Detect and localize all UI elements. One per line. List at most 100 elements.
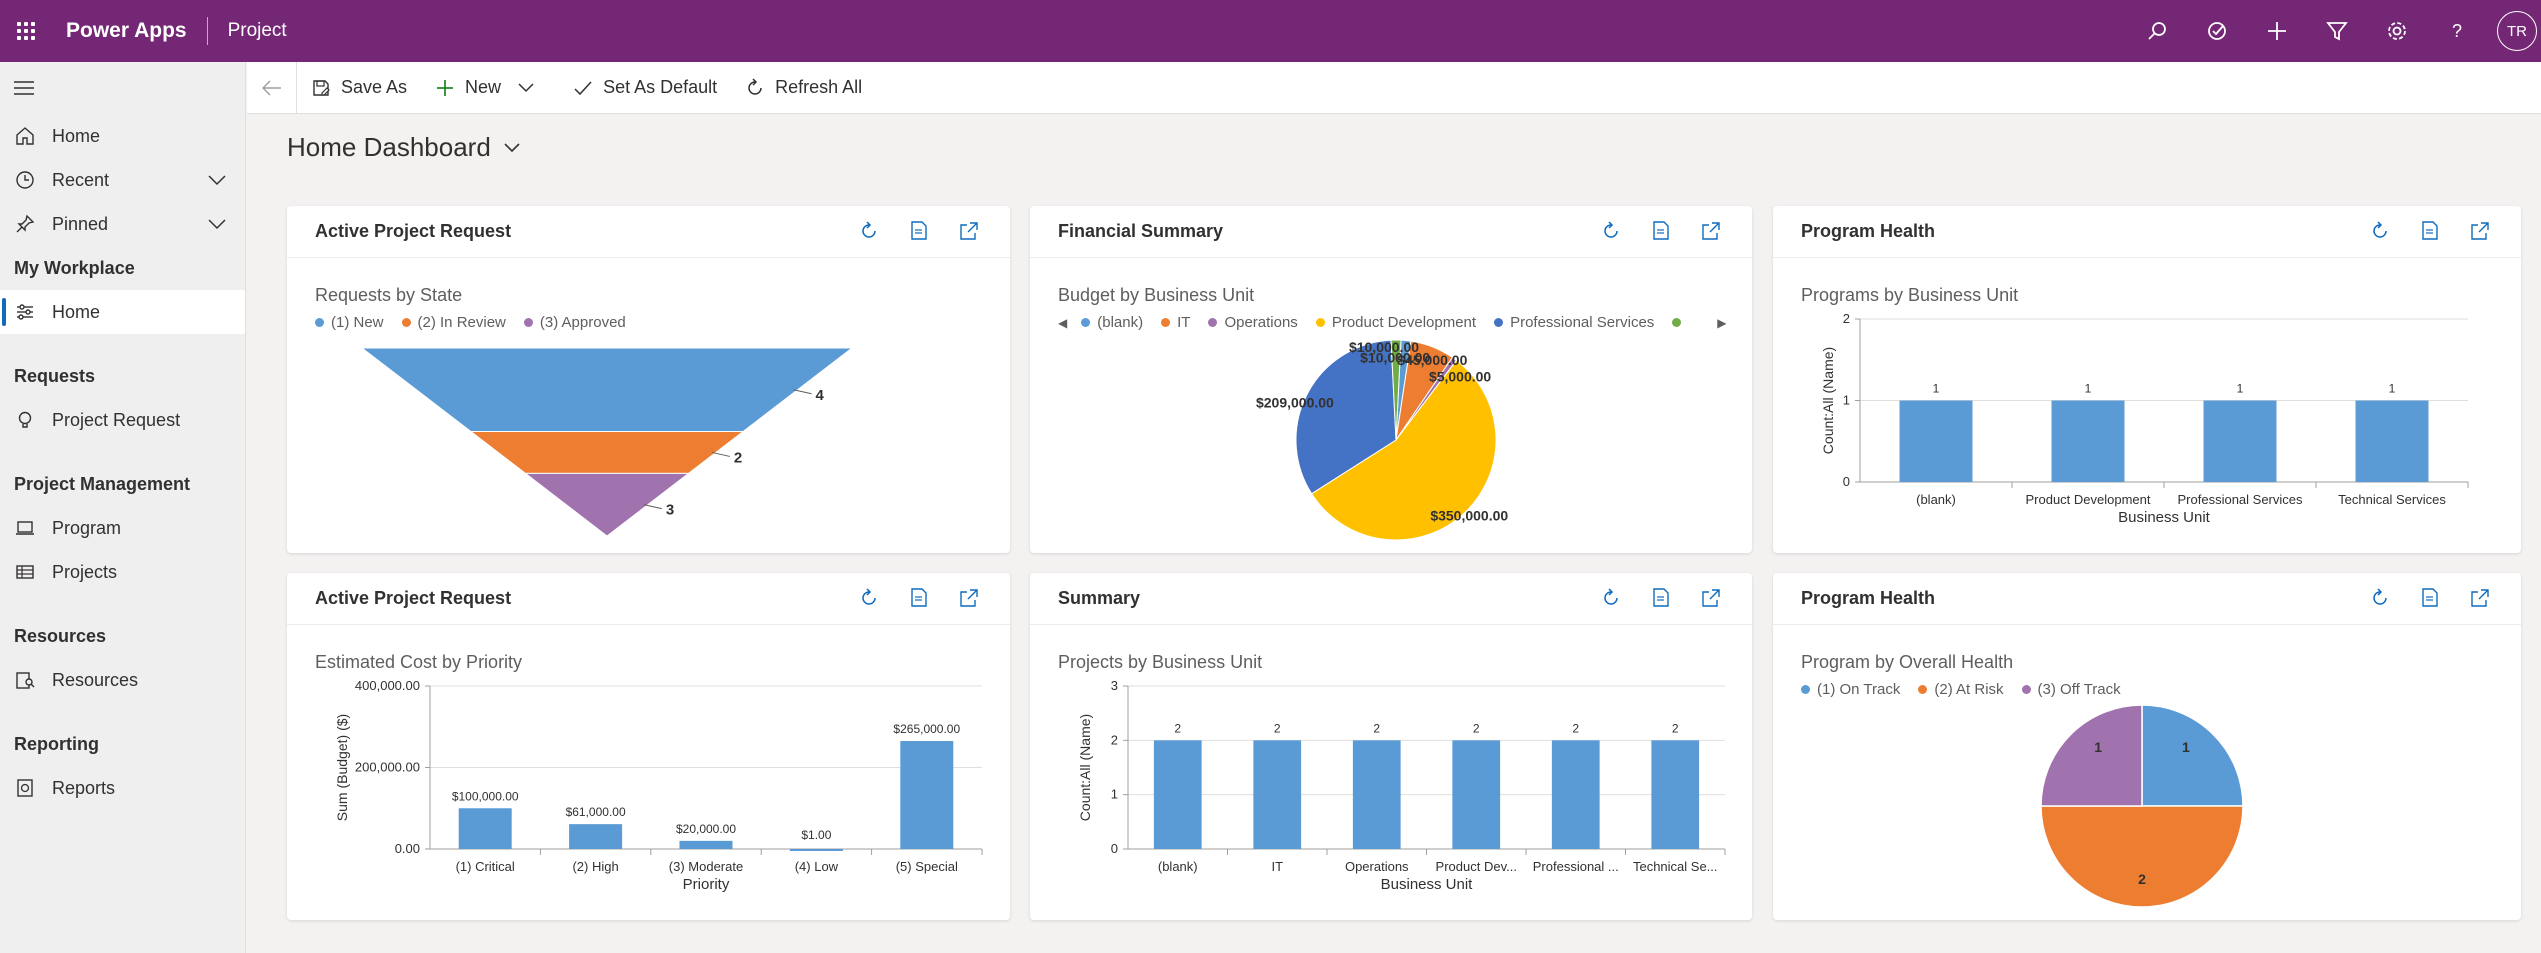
refresh-all-button[interactable]: Refresh All <box>731 62 876 114</box>
pie-slice <box>1390 339 1402 441</box>
hamburger-menu-icon[interactable] <box>0 62 245 114</box>
set-as-default-button[interactable]: Set As Default <box>559 62 731 114</box>
sidebar-item-label: Reports <box>52 777 116 798</box>
legend-item[interactable]: Professional Services <box>1494 314 1654 331</box>
legend-label: (1) New <box>331 314 384 331</box>
legend-label: IT <box>1177 314 1191 331</box>
legend-item[interactable]: (2) At Risk <box>1918 681 2004 698</box>
expand-chart-icon[interactable] <box>944 220 994 242</box>
x-axis-title: Business Unit <box>1381 876 1474 893</box>
view-records-icon[interactable] <box>1636 220 1686 242</box>
sidebar-item-project-request[interactable]: Project Request <box>0 398 245 442</box>
expand-chart-icon[interactable] <box>944 587 994 609</box>
sidebar-item-program[interactable]: Program <box>0 506 245 550</box>
settings-icon[interactable] <box>2367 0 2427 62</box>
bar <box>458 808 512 849</box>
legend-item[interactable]: (3) Off Track <box>2021 681 2121 698</box>
data-label: $10,000.00 <box>1349 339 1419 355</box>
filter-icon[interactable] <box>2307 0 2367 62</box>
chevron-down-icon[interactable] <box>207 214 227 239</box>
legend-label: (2) At Risk <box>1934 681 2004 698</box>
chevron-down-icon <box>504 142 520 152</box>
x-tick-label: Technical Services <box>2338 492 2446 507</box>
view-records-icon[interactable] <box>2405 220 2455 242</box>
view-records-icon[interactable] <box>894 220 944 242</box>
legend-prev-icon[interactable]: ◀ <box>1058 315 1068 330</box>
data-label: 3 <box>666 502 674 519</box>
sidebar-item-projects[interactable]: Projects <box>0 550 245 594</box>
legend-item[interactable]: (1) New <box>315 314 384 331</box>
pie-slice <box>2040 805 2244 908</box>
expand-chart-icon[interactable] <box>1686 587 1736 609</box>
refresh-icon[interactable] <box>1586 220 1636 242</box>
legend-swatch <box>315 318 324 327</box>
app-name[interactable]: Power Apps <box>66 19 187 42</box>
legend-item[interactable]: (1) On Track <box>1801 681 1900 698</box>
bar <box>1899 400 1973 482</box>
x-tick-label: (blank) <box>1916 492 1956 507</box>
target-icon[interactable] <box>2187 0 2247 62</box>
legend-item[interactable]: IT <box>1161 314 1190 331</box>
legend-swatch <box>1161 318 1171 327</box>
environment-name[interactable]: Project <box>227 20 287 41</box>
legend-item[interactable]: (2) In Review <box>401 314 506 331</box>
y-tick-label: 400,000.00 <box>355 678 420 693</box>
sidebar-item-home[interactable]: Home <box>0 114 245 158</box>
sidebar-item-recent[interactable]: Recent <box>0 158 245 202</box>
bar <box>1551 740 1600 849</box>
legend-item[interactable]: (3) Approved <box>523 314 626 331</box>
legend-next-icon[interactable]: ▶ <box>1717 315 1727 330</box>
sidebar-item-resources[interactable]: Resources <box>0 658 245 702</box>
save-as-button[interactable]: Save As <box>297 62 421 114</box>
data-label-leader <box>711 451 730 457</box>
data-label-leader <box>793 389 812 395</box>
chart-card-estimated-cost-by-priority: Active Project Request Estimated Cost by… <box>287 573 1010 920</box>
view-records-icon[interactable] <box>894 587 944 609</box>
view-records-icon[interactable] <box>2405 587 2455 609</box>
chart-card-program-by-overall-health: Program Health Program by Overall Health… <box>1773 573 2521 920</box>
app-launcher-icon[interactable] <box>0 0 52 62</box>
legend-item[interactable]: (blank) <box>1081 314 1143 331</box>
nav-group-requests: Requests <box>14 365 96 386</box>
user-avatar[interactable]: TR <box>2497 11 2537 51</box>
legend-item[interactable]: Operations <box>1208 314 1298 331</box>
card-title: Summary <box>1058 588 1141 608</box>
sidebar-item-reports[interactable]: Reports <box>0 766 245 810</box>
sidebar: Home Recent Pinned My Workplace Home Req… <box>0 62 246 953</box>
lightbulb-icon <box>14 409 36 431</box>
refresh-icon[interactable] <box>844 587 894 609</box>
legend-item[interactable]: Product Development <box>1315 314 1476 331</box>
chart-title: Program by Overall Health <box>1801 652 2014 672</box>
data-label: 1 <box>2085 382 2092 396</box>
search-icon[interactable] <box>2127 0 2187 62</box>
plus-icon[interactable] <box>2247 0 2307 62</box>
new-button[interactable]: New <box>421 62 559 114</box>
expand-chart-icon[interactable] <box>1686 220 1736 242</box>
view-records-icon[interactable] <box>1636 587 1686 609</box>
bar <box>900 741 954 849</box>
chevron-down-icon[interactable] <box>207 170 227 195</box>
help-icon[interactable]: ? <box>2427 0 2487 62</box>
refresh-icon[interactable] <box>2355 220 2405 242</box>
dashboard-selector[interactable]: Home Dashboard <box>287 132 521 163</box>
back-arrow-icon[interactable] <box>247 61 297 114</box>
data-label: $350,000.00 <box>1430 507 1508 523</box>
bar <box>1153 740 1202 849</box>
sidebar-item-dashboard-home[interactable]: Home <box>0 290 245 334</box>
bar <box>1651 740 1700 849</box>
data-label: 2 <box>1473 721 1480 735</box>
data-label: 2 <box>2138 871 2146 887</box>
expand-chart-icon[interactable] <box>2455 587 2505 609</box>
legend-swatch <box>1208 318 1218 327</box>
data-label: $45,000.00 <box>1397 352 1467 368</box>
refresh-icon[interactable] <box>844 220 894 242</box>
refresh-icon[interactable] <box>2355 587 2405 609</box>
sidebar-item-label: Project Request <box>52 409 181 430</box>
chart-card-programs-by-business-unit: Program Health Programs by Business Unit… <box>1773 206 2521 553</box>
y-tick-label: 1 <box>1111 787 1118 802</box>
legend-swatch <box>1315 318 1325 327</box>
chart-legend: ◀ (blank) IT Operations Product Development P… <box>1058 314 1727 331</box>
expand-chart-icon[interactable] <box>2455 220 2505 242</box>
sidebar-item-pinned[interactable]: Pinned <box>0 202 245 246</box>
refresh-icon[interactable] <box>1586 587 1636 609</box>
